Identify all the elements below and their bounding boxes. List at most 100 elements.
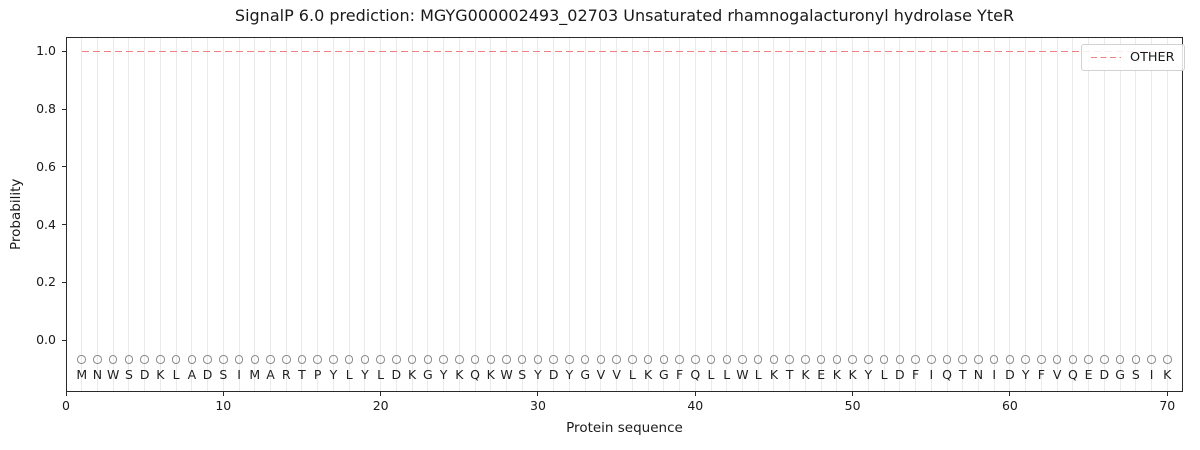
gridline <box>773 37 775 392</box>
residue-marker <box>171 355 181 364</box>
x-tick-mark <box>65 392 67 396</box>
y-tick-label: 0.8 <box>36 101 56 117</box>
residue-letter: Y <box>565 366 574 382</box>
gridline <box>600 37 602 392</box>
residue-letter: L <box>707 366 715 382</box>
gridline <box>1088 37 1090 392</box>
gridline <box>332 37 334 392</box>
residue-letter: V <box>596 366 606 382</box>
gridline <box>443 37 445 392</box>
residue-letter: Q <box>1067 366 1078 382</box>
residue-letter: D <box>1099 366 1110 382</box>
residue-marker <box>1068 355 1078 364</box>
gridline <box>128 37 130 392</box>
gridline <box>757 37 759 392</box>
residue-letter: K <box>643 366 653 382</box>
gridline <box>977 37 979 392</box>
gridline <box>883 37 885 392</box>
residue-letter: G <box>423 366 433 382</box>
y-tick-label: 0.2 <box>36 274 56 290</box>
gridline <box>144 37 146 392</box>
residue-marker <box>439 355 448 364</box>
residue-letter: E <box>817 366 826 382</box>
gridline <box>285 37 287 392</box>
gridline <box>191 37 193 392</box>
gridline <box>112 37 114 392</box>
residue-letter: R <box>281 366 291 382</box>
x-tick-mark <box>1009 392 1011 396</box>
residue-letter: D <box>894 366 905 382</box>
residue-letter: I <box>1149 366 1154 382</box>
y-tick-label: 0.0 <box>36 332 56 348</box>
x-tick-mark <box>852 392 854 396</box>
gridline <box>207 37 209 392</box>
residue-marker <box>596 355 606 364</box>
residue-marker <box>266 355 275 364</box>
residue-letter: K <box>156 366 165 382</box>
residue-marker <box>832 355 842 364</box>
residue-letter: M <box>76 366 88 382</box>
residue-marker <box>927 355 936 364</box>
residue-marker <box>407 355 417 364</box>
gridline <box>364 37 366 392</box>
x-tick-mark <box>694 392 696 396</box>
residue-letter: W <box>500 366 513 382</box>
residue-letter: W <box>107 366 120 382</box>
residue-marker <box>848 355 857 364</box>
y-tick-mark <box>62 281 66 283</box>
plot-area-border <box>66 37 1183 392</box>
gridline <box>1166 37 1168 392</box>
residue-letter: L <box>880 366 888 382</box>
residue-marker <box>1147 355 1156 364</box>
residue-letter: G <box>580 366 590 382</box>
x-tick-label: 20 <box>372 398 389 413</box>
residue-letter: Y <box>864 366 873 382</box>
gridline <box>631 37 633 392</box>
residue-marker <box>911 355 920 364</box>
residue-letter: S <box>219 366 228 382</box>
residue-letter: L <box>628 366 636 382</box>
residue-letter: G <box>1115 366 1125 382</box>
residue-marker <box>1100 355 1109 364</box>
residue-marker <box>219 355 228 364</box>
residue-marker <box>376 355 385 364</box>
gridline <box>537 37 539 392</box>
residue-marker <box>738 355 747 364</box>
residue-marker <box>297 355 307 364</box>
gridline <box>1009 37 1011 392</box>
residue-letter: V <box>612 366 621 382</box>
residue-letter: A <box>187 366 197 382</box>
y-tick-label: 1.0 <box>36 43 56 59</box>
x-tick-label: 10 <box>215 398 232 413</box>
residue-marker <box>974 355 983 364</box>
residue-marker <box>565 355 574 364</box>
residue-marker <box>659 355 669 364</box>
gridline <box>899 37 901 392</box>
legend: OTHER <box>1081 44 1185 71</box>
gridline <box>694 37 696 392</box>
residue-marker <box>816 355 826 364</box>
residue-marker <box>864 355 873 364</box>
residue-marker <box>313 355 322 364</box>
gridline <box>96 37 98 392</box>
residue-letter: Y <box>329 366 338 382</box>
residue-marker <box>392 355 401 364</box>
gridline <box>1151 37 1153 392</box>
gridline <box>584 37 586 392</box>
gridline <box>804 37 806 392</box>
residue-marker <box>1115 355 1125 364</box>
x-tick-mark <box>1166 392 1168 396</box>
residue-marker <box>470 355 480 364</box>
residue-letter: I <box>992 366 997 382</box>
residue-marker <box>282 355 291 364</box>
gridline <box>726 37 728 392</box>
residue-marker <box>691 355 700 364</box>
residue-marker <box>533 355 543 364</box>
residue-marker <box>722 355 731 364</box>
residue-marker <box>958 355 967 364</box>
residue-marker <box>675 355 684 364</box>
residue-letter: Q <box>942 366 952 382</box>
residue-letter: S <box>518 366 527 382</box>
x-tick-mark <box>380 392 382 396</box>
